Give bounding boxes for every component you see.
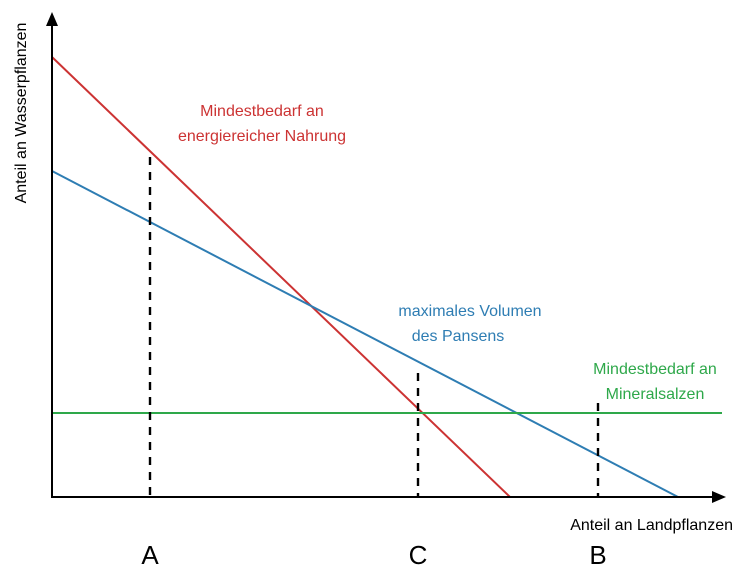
series-label-energy: Mindestbedarf an energiereicher Nahrung: [178, 103, 346, 145]
x-axis-title: Anteil an Landpflanzen: [570, 517, 733, 534]
point-label-a: A: [141, 540, 159, 567]
series-lines-layer: [51, 56, 722, 498]
series-label-energy-line-1: Mindestbedarf an: [200, 103, 324, 120]
series-label-minerals-line-2: Mineralsalzen: [606, 386, 705, 403]
y-axis-title: Anteil an Wasserpflanzen: [13, 23, 30, 204]
axes: [46, 12, 726, 503]
series-label-minerals-line-1: Mindestbedarf an: [593, 361, 717, 378]
x-axis-arrow-icon: [712, 491, 726, 503]
point-label-b: B: [589, 540, 606, 567]
series-label-volume-line-2: des Pansens: [412, 328, 505, 345]
series-line-2: [51, 170, 679, 498]
series-label-energy-line-2: energiereicher Nahrung: [178, 128, 346, 145]
series-label-volume: maximales Volumen des Pansens: [398, 303, 541, 345]
series-label-minerals: Mindestbedarf an Mineralsalzen: [593, 361, 717, 403]
y-axis-arrow-icon: [46, 12, 58, 26]
point-label-c: C: [409, 540, 428, 567]
series-label-volume-line-1: maximales Volumen: [398, 303, 541, 320]
series-line-1: [51, 56, 511, 498]
reference-guides-layer: [148, 157, 600, 497]
